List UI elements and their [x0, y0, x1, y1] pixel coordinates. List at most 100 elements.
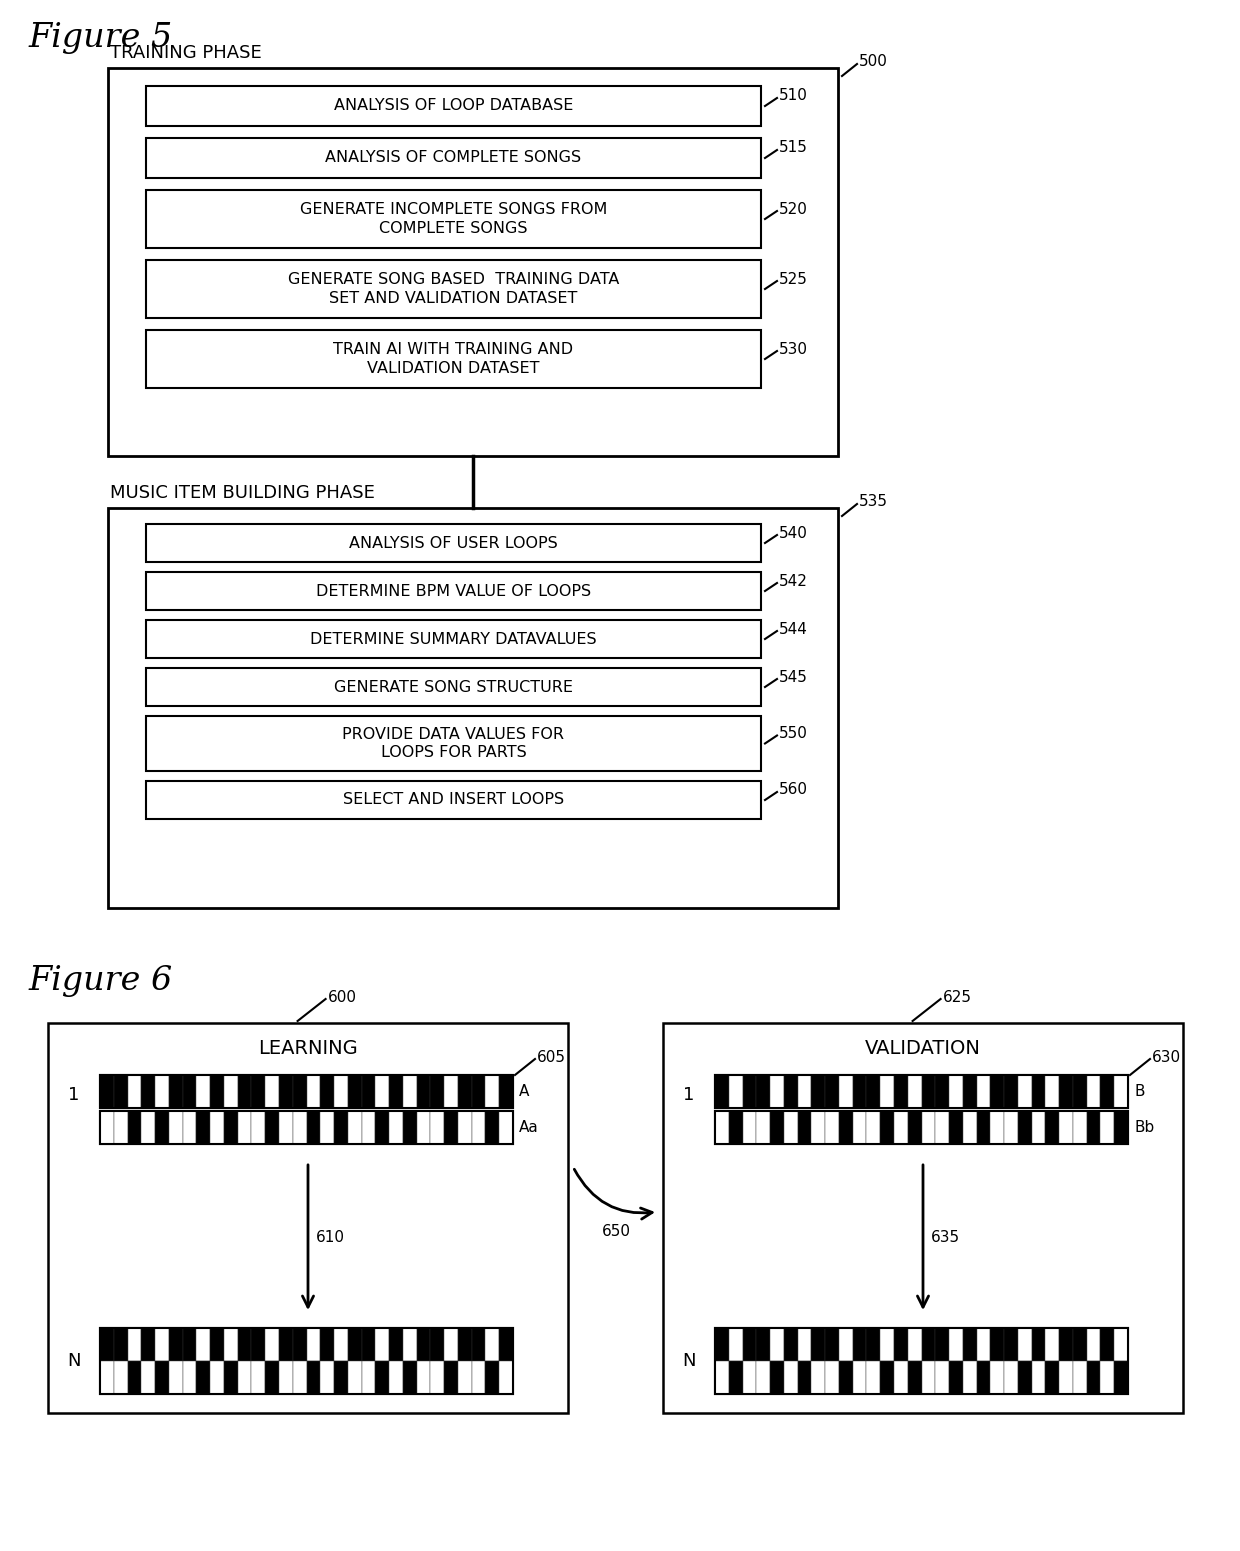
Bar — [880, 1075, 894, 1107]
Bar — [867, 1328, 880, 1360]
Bar — [784, 1111, 797, 1145]
Bar — [100, 1328, 114, 1360]
Bar — [729, 1360, 743, 1394]
Bar — [729, 1328, 743, 1360]
Bar — [825, 1075, 839, 1107]
Bar — [376, 1111, 389, 1145]
Bar — [210, 1360, 224, 1394]
Bar — [417, 1075, 430, 1107]
Bar — [500, 1111, 513, 1145]
Bar — [417, 1111, 430, 1145]
Bar — [265, 1111, 279, 1145]
Bar — [279, 1111, 293, 1145]
Text: N: N — [682, 1352, 696, 1370]
Bar — [182, 1328, 196, 1360]
Text: 535: 535 — [859, 495, 888, 509]
Text: 635: 635 — [931, 1230, 960, 1245]
Bar — [362, 1360, 376, 1394]
Bar — [1115, 1075, 1128, 1107]
Bar — [347, 1328, 362, 1360]
Bar — [128, 1360, 141, 1394]
Bar — [306, 1075, 320, 1107]
Bar — [403, 1111, 417, 1145]
Text: 515: 515 — [779, 141, 808, 155]
Bar — [715, 1328, 729, 1360]
Bar — [949, 1075, 962, 1107]
Text: SELECT AND INSERT LOOPS: SELECT AND INSERT LOOPS — [343, 793, 564, 808]
Bar — [108, 68, 838, 456]
Bar — [1073, 1111, 1086, 1145]
Text: PROVIDE DATA VALUES FOR
LOOPS FOR PARTS: PROVIDE DATA VALUES FOR LOOPS FOR PARTS — [342, 727, 564, 760]
Bar — [908, 1075, 921, 1107]
Bar — [894, 1328, 908, 1360]
Text: GENERATE INCOMPLETE SONGS FROM
COMPLETE SONGS: GENERATE INCOMPLETE SONGS FROM COMPLETE … — [300, 202, 608, 236]
Bar — [238, 1360, 252, 1394]
Bar — [114, 1075, 128, 1107]
Text: N: N — [67, 1352, 81, 1370]
Text: DETERMINE SUMMARY DATAVALUES: DETERMINE SUMMARY DATAVALUES — [310, 631, 596, 647]
Bar — [797, 1075, 811, 1107]
Text: ANALYSIS OF USER LOOPS: ANALYSIS OF USER LOOPS — [350, 535, 558, 551]
Bar — [169, 1360, 182, 1394]
Bar — [224, 1111, 238, 1145]
Bar — [265, 1328, 279, 1360]
Bar — [486, 1075, 500, 1107]
Bar — [715, 1328, 1128, 1394]
Bar — [935, 1328, 949, 1360]
Bar — [977, 1111, 991, 1145]
Text: B: B — [1135, 1084, 1145, 1100]
Bar — [935, 1360, 949, 1394]
Bar — [1073, 1075, 1086, 1107]
Bar — [853, 1111, 867, 1145]
Text: MUSIC ITEM BUILDING PHASE: MUSIC ITEM BUILDING PHASE — [110, 484, 374, 503]
Bar — [715, 1075, 729, 1107]
Bar — [155, 1111, 169, 1145]
Bar — [715, 1328, 1128, 1394]
Bar — [991, 1111, 1004, 1145]
Bar — [1086, 1360, 1100, 1394]
Bar — [169, 1111, 182, 1145]
Text: 545: 545 — [779, 670, 808, 684]
Bar — [1004, 1111, 1018, 1145]
Bar — [756, 1111, 770, 1145]
Text: 540: 540 — [779, 526, 808, 540]
Text: TRAINING PHASE: TRAINING PHASE — [110, 43, 262, 62]
Bar — [715, 1111, 1128, 1145]
Bar — [839, 1075, 853, 1107]
Bar — [977, 1328, 991, 1360]
Bar — [182, 1111, 196, 1145]
Bar — [362, 1111, 376, 1145]
Bar — [252, 1075, 265, 1107]
Bar — [279, 1328, 293, 1360]
Bar — [293, 1075, 306, 1107]
Bar — [444, 1111, 458, 1145]
Bar — [320, 1328, 334, 1360]
Bar — [867, 1360, 880, 1394]
Bar — [797, 1111, 811, 1145]
Text: 1: 1 — [68, 1086, 79, 1104]
Bar — [334, 1360, 347, 1394]
Bar — [770, 1111, 784, 1145]
Bar — [500, 1328, 513, 1360]
Bar — [100, 1111, 513, 1145]
Bar — [265, 1075, 279, 1107]
Bar — [1045, 1111, 1059, 1145]
Bar — [756, 1328, 770, 1360]
Bar — [743, 1111, 756, 1145]
Bar — [894, 1360, 908, 1394]
Bar — [114, 1360, 128, 1394]
Bar — [1018, 1360, 1032, 1394]
Bar — [991, 1360, 1004, 1394]
Bar — [389, 1328, 403, 1360]
Bar — [1032, 1360, 1045, 1394]
Bar — [293, 1328, 306, 1360]
Bar — [146, 191, 761, 248]
Bar — [347, 1111, 362, 1145]
Bar — [1115, 1328, 1128, 1360]
Bar — [252, 1111, 265, 1145]
Bar — [146, 572, 761, 610]
Bar — [1059, 1360, 1073, 1394]
Bar — [1086, 1111, 1100, 1145]
Bar — [839, 1360, 853, 1394]
Bar — [196, 1328, 210, 1360]
